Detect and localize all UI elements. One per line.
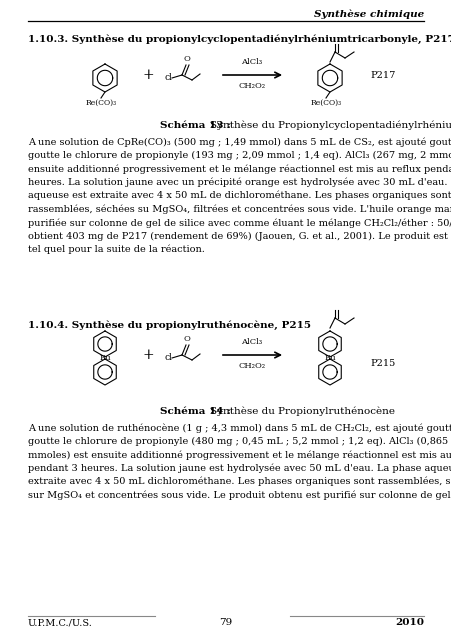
Text: +: +	[142, 68, 153, 82]
Text: goutte le chlorure de propionyle (480 mg ; 0,45 mL ; 5,2 mmol ; 1,2 eq). AlCl₃ (: goutte le chlorure de propionyle (480 mg…	[28, 436, 451, 445]
Text: Synthèse du Propionylruthénocène: Synthèse du Propionylruthénocène	[210, 407, 394, 417]
Text: P215: P215	[369, 358, 394, 367]
Text: P217: P217	[369, 70, 395, 79]
Text: mmoles) est ensuite additionné progressivement et le mélange réactionnel est mis: mmoles) est ensuite additionné progressi…	[28, 450, 451, 460]
Text: cl: cl	[164, 74, 172, 83]
Text: 1.10.3. Synthèse du propionylcyclopentadiénylrhéniumtricarbonyle, P217: 1.10.3. Synthèse du propionylcyclopentad…	[28, 34, 451, 44]
Text: extraite avec 4 x 50 mL dichlorométhane. Les phases organiques sont rassemblées,: extraite avec 4 x 50 mL dichlorométhane.…	[28, 477, 451, 486]
Text: AlCl₃: AlCl₃	[241, 338, 262, 346]
Text: heures. La solution jaune avec un précipité orange est hydrolysée avec 30 mL d'e: heures. La solution jaune avec un précip…	[28, 177, 451, 187]
Text: CH₂O₂: CH₂O₂	[238, 362, 265, 370]
Text: Re(CO)₃: Re(CO)₃	[85, 99, 116, 107]
Text: 2010: 2010	[394, 618, 423, 627]
Text: obtient 403 mg de P217 (rendement de 69%) (Jaouen, G. et al., 2001). Le produit : obtient 403 mg de P217 (rendement de 69%…	[28, 232, 451, 241]
Text: Schéma 13 :: Schéma 13 :	[160, 121, 234, 130]
Text: Ru: Ru	[99, 354, 110, 362]
Text: 1.10.4. Synthèse du propionylruthénocène, P215: 1.10.4. Synthèse du propionylruthénocène…	[28, 320, 310, 330]
Text: CH₂O₂: CH₂O₂	[238, 82, 265, 90]
Text: cl: cl	[164, 353, 172, 362]
Text: AlCl₃: AlCl₃	[241, 58, 262, 66]
Text: Synthèse chimique: Synthèse chimique	[313, 10, 423, 19]
Text: sur MgSO₄ et concentrées sous vide. Le produit obtenu est purifié sur colonne de: sur MgSO₄ et concentrées sous vide. Le p…	[28, 490, 451, 500]
Text: Schéma 14 :: Schéma 14 :	[160, 407, 234, 416]
Text: tel quel pour la suite de la réaction.: tel quel pour la suite de la réaction.	[28, 245, 204, 255]
Text: Synthèse du Propionylcyclopentadiénylrhéniumtricarbonyle: Synthèse du Propionylcyclopentadiénylrhé…	[210, 121, 451, 131]
Text: Re(CO)₃: Re(CO)₃	[310, 99, 341, 107]
Text: +: +	[142, 348, 153, 362]
Text: ensuite additionné progressivement et le mélange réactionnel est mis au reflux p: ensuite additionné progressivement et le…	[28, 164, 451, 173]
Text: aqueuse est extraite avec 4 x 50 mL de dichlorométhane. Les phases organiques so: aqueuse est extraite avec 4 x 50 mL de d…	[28, 191, 451, 200]
Text: rassemblées, séchées su MgSO₄, filtrées et concentrées sous vide. L'huile orange: rassemblées, séchées su MgSO₄, filtrées …	[28, 205, 451, 214]
Text: O: O	[183, 335, 190, 343]
Text: Ru: Ru	[323, 354, 335, 362]
Text: O: O	[183, 55, 190, 63]
Text: 79: 79	[219, 618, 232, 627]
Text: pendant 3 heures. La solution jaune est hydrolysée avec 50 mL d'eau. La phase aq: pendant 3 heures. La solution jaune est …	[28, 463, 451, 473]
Text: U.P.M.C./U.S.: U.P.M.C./U.S.	[28, 618, 92, 627]
Text: A une solution de ruthénocène (1 g ; 4,3 mmol) dans 5 mL de CH₂Cl₂, est ajouté g: A une solution de ruthénocène (1 g ; 4,3…	[28, 423, 451, 433]
Text: goutte le chlorure de propionyle (193 mg ; 2,09 mmol ; 1,4 eq). AlCl₃ (267 mg, 2: goutte le chlorure de propionyle (193 mg…	[28, 150, 451, 159]
Text: purifiée sur colonne de gel de silice avec comme éluant le mélange CH₂Cl₂/éther : purifiée sur colonne de gel de silice av…	[28, 218, 451, 227]
Text: A une solution de CpRe(CO)₃ (500 mg ; 1,49 mmol) dans 5 mL de CS₂, est ajouté go: A une solution de CpRe(CO)₃ (500 mg ; 1,…	[28, 137, 451, 147]
